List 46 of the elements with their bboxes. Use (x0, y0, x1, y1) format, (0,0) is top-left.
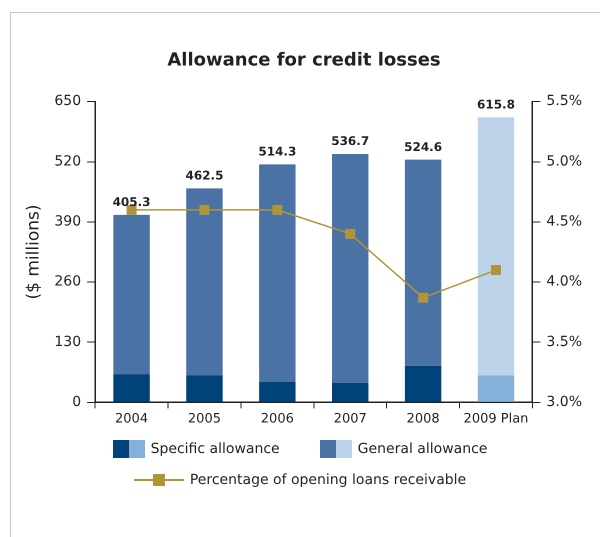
x-tick-label: 2006 (260, 412, 294, 427)
x-tick-label: 2004 (115, 412, 148, 427)
bar (259, 164, 296, 382)
y2-tick-label: 3.5% (546, 334, 582, 350)
point (491, 265, 501, 276)
y2-tick-label: 5.0% (546, 153, 582, 170)
bar (404, 160, 442, 366)
total-label: 462.5 (185, 168, 224, 182)
y-tick-label: 260 (54, 274, 82, 290)
y2-tick-label: 4.5% (546, 214, 582, 230)
y-tick-label: 520 (54, 153, 82, 170)
bar (113, 374, 150, 402)
y-tick-label: 650 (54, 93, 82, 110)
x-tick-label: 2009 Plan (464, 412, 528, 427)
x-tick-label: 2007 (334, 412, 367, 427)
legend-label: Specific allowance (150, 441, 280, 457)
point (418, 292, 428, 303)
bar (186, 376, 223, 402)
y-axis-title: ($ millions) (24, 204, 44, 300)
y-tick-label: 390 (54, 214, 82, 230)
point (272, 204, 282, 215)
bar (332, 382, 368, 402)
chart-title: Allowance for credit losses (167, 49, 441, 70)
bar (186, 188, 223, 376)
total-label: 405.3 (112, 194, 151, 209)
legend-label: Percentage of opening loans receivable (190, 472, 466, 488)
y-tick-label: 0 (72, 394, 82, 410)
bar (259, 382, 296, 402)
legend-label: General allowance (358, 441, 488, 457)
y2-tick-label: 3.0% (546, 394, 582, 410)
total-label: 615.8 (477, 98, 515, 112)
total-label: 536.7 (331, 134, 370, 148)
x-tick-label: 2008 (406, 412, 440, 427)
y2-tick-label: 4.0% (546, 274, 582, 290)
point (345, 228, 356, 239)
point (199, 204, 210, 215)
total-label: 524.6 (404, 140, 442, 154)
total-label: 514.3 (258, 144, 296, 159)
bar (404, 366, 442, 402)
bar (113, 214, 150, 374)
y-tick-label: 130 (54, 334, 82, 350)
bar (478, 376, 514, 402)
bar (478, 117, 514, 376)
x-tick-label: 2005 (188, 412, 221, 427)
bar (332, 154, 368, 383)
y2-tick-label: 5.5% (546, 93, 582, 110)
